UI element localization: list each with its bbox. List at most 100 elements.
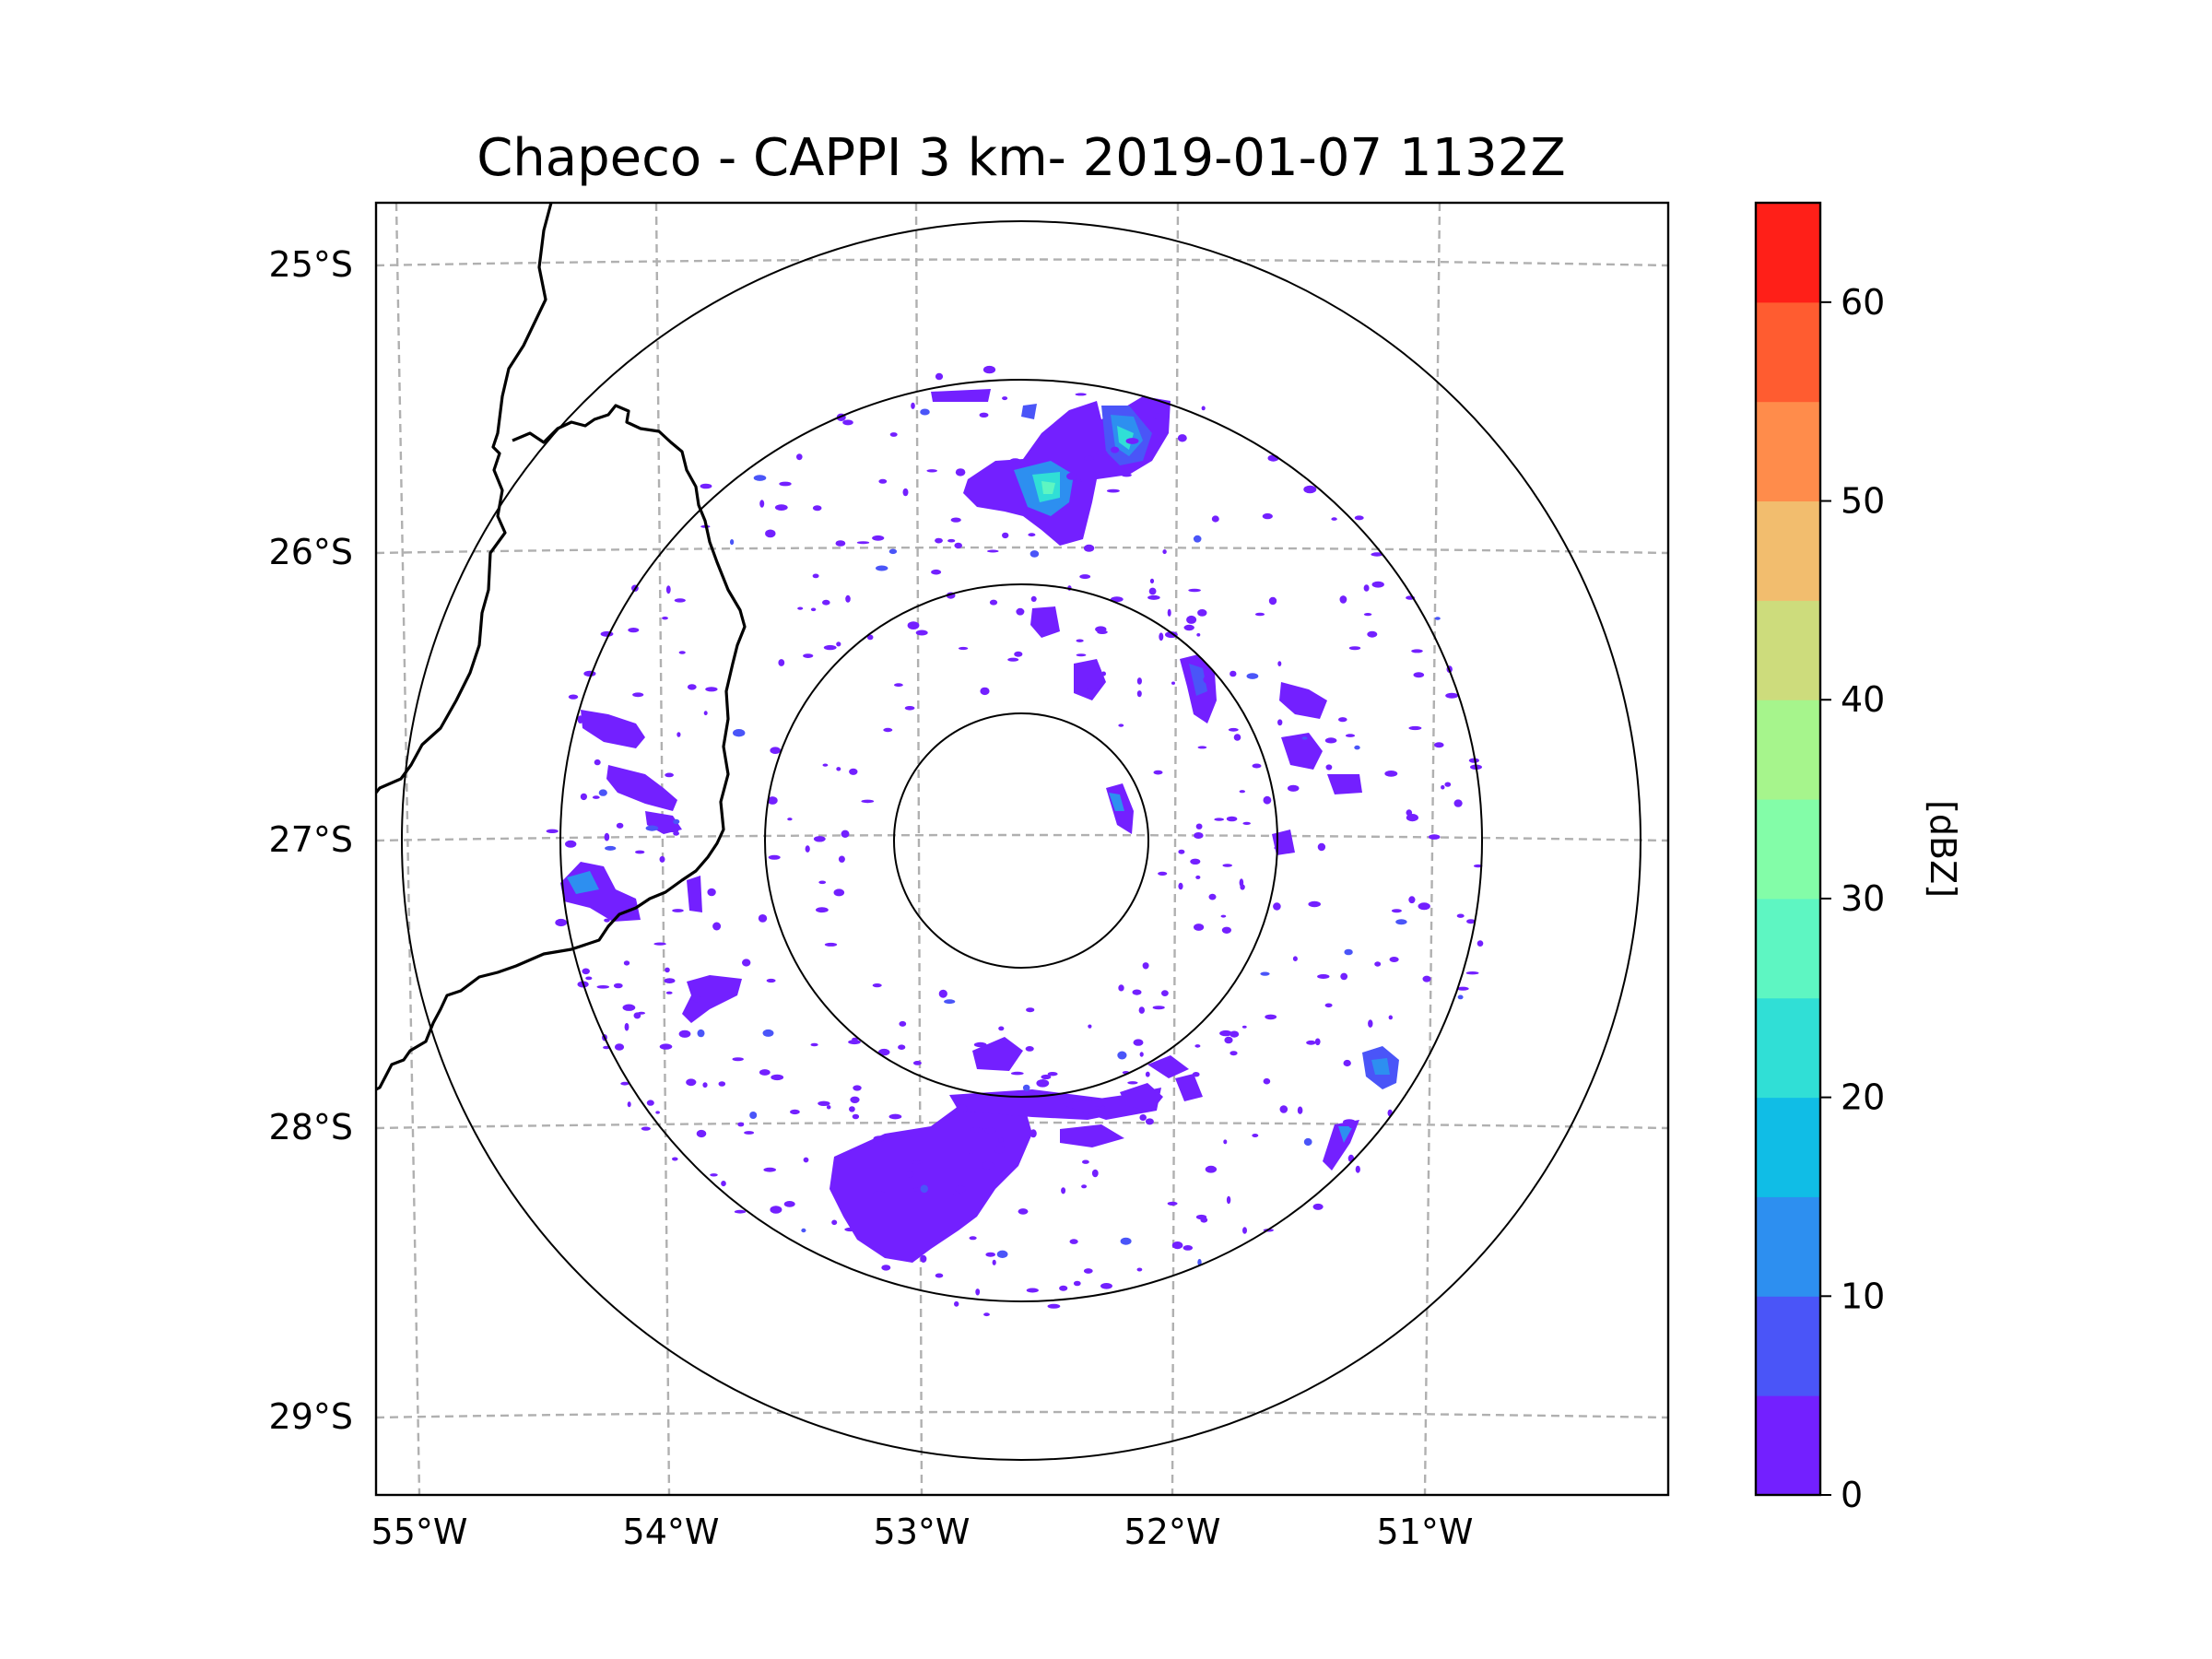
echo-speckle — [1178, 849, 1185, 854]
echo-speckle — [770, 747, 781, 754]
echo-speckle — [665, 991, 673, 994]
echo-speckles — [546, 365, 1484, 1317]
echo-speckle — [1139, 1052, 1144, 1057]
echo-speckle — [737, 1122, 745, 1127]
echo-speckle — [1082, 1159, 1089, 1164]
echo-speckle — [1111, 446, 1120, 453]
echo-speckle — [1297, 1106, 1303, 1114]
echo-speckle — [906, 1171, 914, 1178]
echo-speckle — [1148, 587, 1157, 595]
echo-speckle — [1196, 633, 1201, 637]
echo-speckle — [1418, 902, 1430, 911]
echo-speckle — [742, 959, 751, 967]
gridline-lat-28 — [376, 1121, 1668, 1130]
echo-speckle — [935, 372, 944, 381]
echo-speckle — [1125, 438, 1139, 444]
echo-speckle — [911, 402, 915, 409]
echo-speckle — [1303, 1137, 1312, 1147]
echo-speckle — [1195, 823, 1203, 830]
echo-speckle — [1371, 552, 1383, 557]
echo-speckle — [718, 1081, 726, 1087]
echo-speckle — [604, 832, 610, 841]
echo-speckle — [852, 1113, 860, 1120]
echo-speckle — [1094, 1106, 1100, 1110]
echo-speckle — [605, 845, 617, 851]
colorbar-tick-label: 0 — [1841, 1475, 1863, 1515]
echo-speckle — [1079, 574, 1091, 580]
echo-speckle — [700, 483, 712, 489]
echo-speckle — [920, 1254, 927, 1263]
echo-speckle — [1201, 406, 1206, 411]
lat-label-25: 25°S — [269, 244, 353, 285]
echo-speckle — [1083, 544, 1095, 552]
echo-speckle — [848, 1040, 861, 1045]
echo-speckle — [1030, 1129, 1037, 1138]
echo-speckle — [1030, 595, 1037, 603]
echo-speckle — [763, 1167, 776, 1172]
echo-speckle — [982, 365, 996, 374]
echo-speckle — [1246, 673, 1259, 679]
echo-speckle — [620, 1081, 629, 1086]
colorbar-label: [dBZ] — [1923, 800, 1963, 898]
echo-speckle — [1230, 1051, 1238, 1056]
echo-speckle — [883, 727, 893, 733]
echo-speckle — [1162, 549, 1167, 555]
echo-speckle — [1025, 509, 1031, 517]
echo-speckle — [1220, 914, 1227, 918]
echo-speckle — [852, 1037, 858, 1041]
echo-speckle — [1091, 1169, 1099, 1178]
echo-speckle — [770, 1206, 782, 1214]
echo-speckle — [833, 888, 845, 897]
echo-speckle — [954, 542, 962, 549]
echo-speckle — [873, 1191, 886, 1196]
echo-speckle — [1277, 719, 1283, 726]
echo-speckle — [623, 960, 630, 966]
echo-speckle — [604, 918, 610, 923]
echo-speckle — [850, 1096, 860, 1104]
echo-speckle — [1214, 818, 1224, 821]
echo-speckle — [628, 628, 640, 633]
echo-speckle — [1047, 1303, 1061, 1309]
echo-speckle — [646, 1100, 654, 1106]
echo-speckle — [1177, 434, 1187, 442]
echo-speckle — [1030, 550, 1040, 558]
echo-speckle — [987, 549, 999, 553]
echo-speckle — [614, 1043, 625, 1051]
echo-speckle — [985, 1252, 995, 1257]
echo-speckle — [1355, 1165, 1360, 1173]
border-paraguay-argentina — [376, 203, 553, 794]
echo-speckle — [844, 1227, 856, 1232]
echo-speckle — [1136, 690, 1142, 698]
echo-speckle — [771, 1074, 784, 1081]
echo-speckle — [1219, 1030, 1232, 1037]
echo-speckle — [665, 585, 671, 594]
echo-speckle — [823, 644, 837, 651]
echo-speckle — [983, 1312, 990, 1317]
lon-label-52: 52°W — [1124, 1512, 1221, 1552]
echo-speckle — [801, 1228, 806, 1233]
echo-speckle — [1171, 1241, 1183, 1250]
echo-speckle — [1242, 821, 1251, 826]
echo-speckle — [669, 829, 679, 833]
echo-speckle — [710, 1173, 718, 1177]
echo-speckle — [790, 1109, 800, 1115]
echo-speckle — [1074, 479, 1083, 483]
echo-speckle — [1192, 1072, 1200, 1077]
echo-speckle — [1453, 799, 1463, 807]
echo-speckle — [1167, 1201, 1178, 1206]
echo-speckle — [664, 978, 676, 983]
echo-speckle — [1194, 832, 1204, 839]
echo-speckle — [758, 914, 768, 923]
echo-speckle — [1224, 1036, 1233, 1044]
map-panel — [374, 201, 1670, 1497]
echo-speckle — [653, 942, 666, 946]
echo-speckle — [583, 670, 596, 677]
echo-speckle — [1183, 624, 1194, 631]
echo-speckle — [979, 412, 989, 418]
echo-speckle — [600, 630, 614, 637]
echo-speckle — [805, 845, 810, 853]
echo-speckle — [1159, 632, 1164, 641]
echo-speckle — [902, 488, 909, 497]
echo-speckle — [872, 535, 885, 541]
echo-speckle — [980, 687, 990, 696]
